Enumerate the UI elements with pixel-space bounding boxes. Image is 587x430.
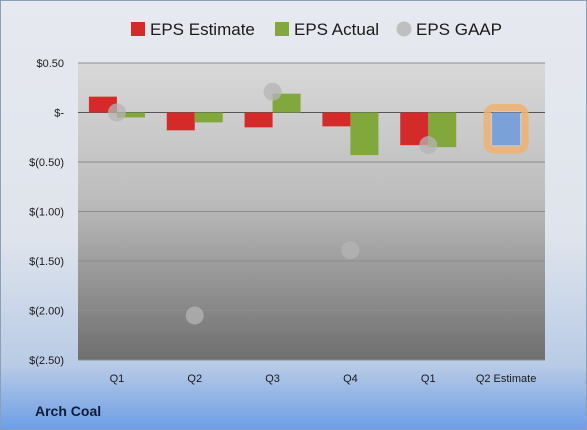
x-tick-label: Q4 — [343, 373, 358, 385]
bar-actual — [272, 93, 301, 113]
legend: EPS Estimate EPS Actual EPS GAAP — [131, 20, 502, 39]
gaap-point — [263, 82, 282, 101]
bar-estimate — [166, 112, 195, 131]
bar-estimate — [244, 112, 273, 128]
y-tick-label: $0.50 — [36, 58, 64, 70]
y-tick-label: $(1.50) — [29, 256, 64, 268]
gaap-point — [341, 241, 360, 260]
x-tick-label: Q2 — [187, 373, 202, 385]
x-tick-label: Q2 Estimate — [476, 373, 537, 385]
legend-marker-gaap — [396, 21, 412, 37]
y-tick-label: $(2.50) — [29, 355, 64, 367]
x-tick-label: Q3 — [265, 373, 280, 385]
legend-label: EPS GAAP — [416, 20, 502, 39]
company-name: Arch Coal — [35, 403, 102, 419]
gaap-point — [419, 136, 438, 155]
y-tick-label: $- — [54, 108, 64, 120]
y-tick-label: $(2.00) — [29, 306, 64, 318]
bar-actual — [194, 112, 223, 123]
gaap-point — [107, 103, 126, 122]
x-tick-label: Q1 — [110, 373, 125, 385]
bar-actual — [350, 112, 379, 156]
legend-label: EPS Actual — [294, 20, 379, 39]
highlight-glow — [483, 104, 529, 154]
bar-estimate — [492, 112, 521, 146]
plot-area: $0.50 $- $(0.50) $(1.00) $(1.50) $(2.00) $(2.5… — [29, 58, 545, 385]
gaap-point — [185, 306, 204, 325]
y-tick-label: $(1.00) — [29, 207, 64, 219]
x-tick-label: Q1 — [421, 373, 436, 385]
legend-marker — [131, 22, 145, 36]
y-tick-label: $(0.50) — [29, 157, 64, 169]
bar-actual — [116, 112, 145, 118]
legend-label: EPS Estimate — [150, 20, 255, 39]
bar-estimate — [322, 112, 351, 127]
legend-marker — [275, 22, 289, 36]
